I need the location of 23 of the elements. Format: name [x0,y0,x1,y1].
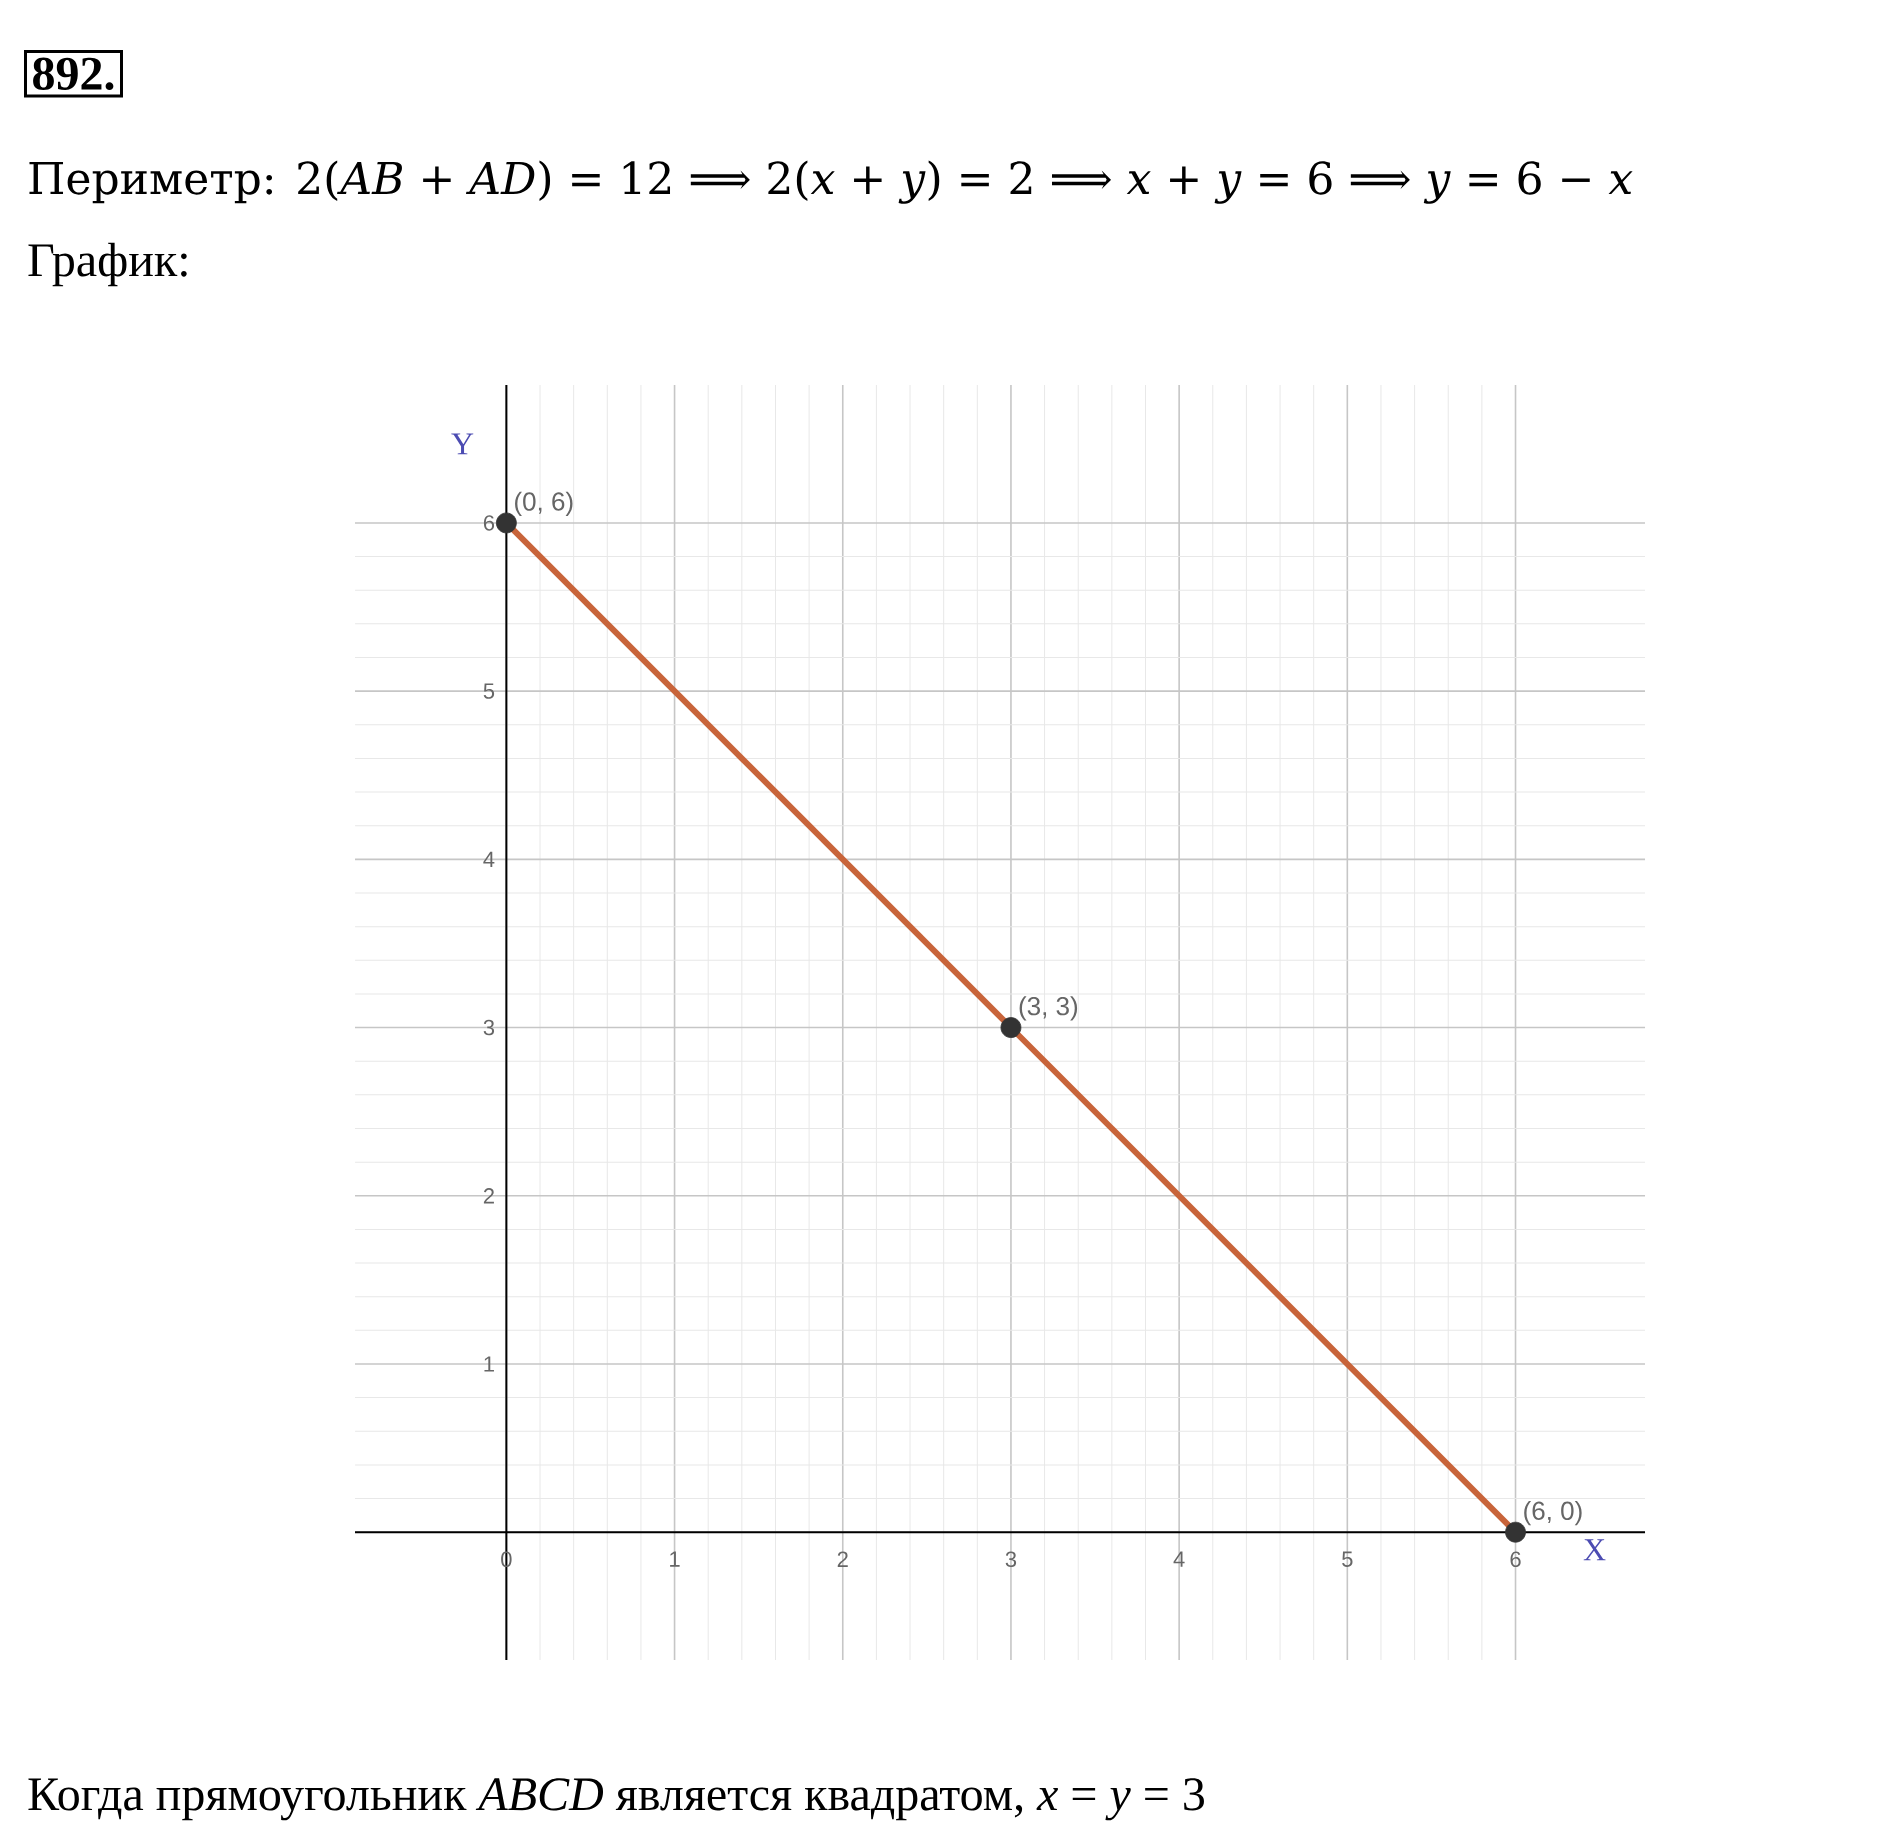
y-tick-label: 6 [483,515,495,531]
x-axis-title: X [1583,1539,1606,1561]
text: График: [28,242,187,287]
y-tick-label: 3 [483,1019,495,1036]
chart-title: 892. [33,57,114,91]
annotation: (6, 0) [1524,1500,1582,1526]
point [495,512,517,534]
y-tick-label: 1 [484,1356,494,1372]
x-tick-label: 3 [1005,1551,1017,1568]
y-axis-title: Y [451,433,474,455]
annotation: (3, 3) [1019,996,1078,1021]
x-tick-label: 2 [837,1551,848,1567]
x-tick-label: 5 [1342,1551,1353,1567]
y-tick-label: 2 [483,1188,494,1204]
y-tick-label: 5 [483,683,495,699]
annotation: (0, 6) [515,491,573,516]
text: Когда прямоугольник ABCD является квадратом, x = y = 3 [28,1778,1204,1821]
x-tick-label: 4 [1173,1551,1185,1567]
x-tick-label: 1 [670,1551,680,1567]
x-tick-label: 6 [1510,1551,1521,1568]
point [1505,1521,1526,1543]
y-tick-label: 4 [483,851,495,867]
text: Периметр: 2(AB + AD) = 12 ⟹ 2(x + y) = 2 ⟹ x + y = 6 ⟹ y = 6 − x [29,160,1633,204]
